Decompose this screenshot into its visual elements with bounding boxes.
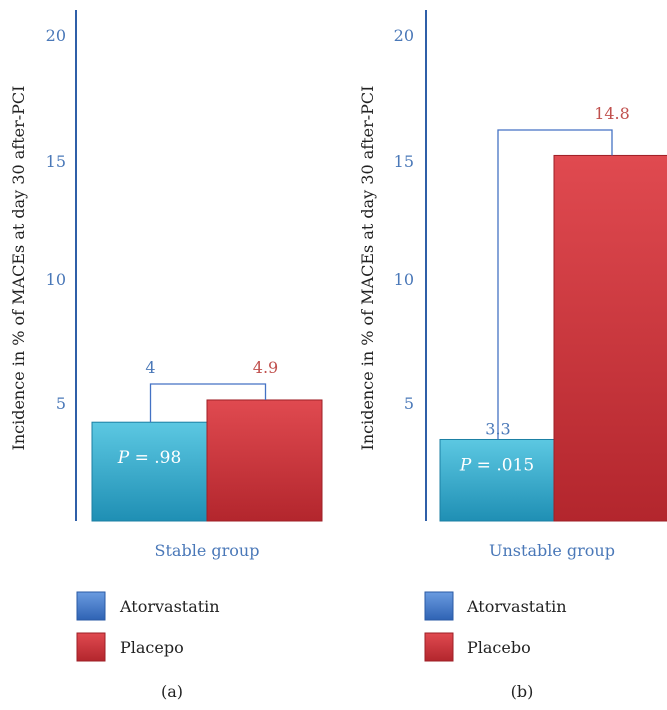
y-tick-label: 10 <box>46 270 66 289</box>
panel-b: 20 15 10 5 Incidence in % of MACEs at da… <box>358 10 667 701</box>
x-category-label: Unstable group <box>489 541 615 560</box>
y-tick-label: 15 <box>394 152 414 171</box>
bar-placebo <box>553 154 667 522</box>
panel-a: 20 15 10 5 Incidence in % of MACEs at da… <box>9 10 323 701</box>
value-label-atorvastatin: 4 <box>145 358 155 377</box>
legend-swatch-atorvastatin <box>424 591 454 621</box>
bar-atorvastatin <box>91 421 208 522</box>
y-tick-label: 10 <box>394 270 414 289</box>
y-tick-label: 20 <box>46 26 66 45</box>
legend-label: Atorvastatin <box>119 597 220 616</box>
x-category-label: Stable group <box>155 541 260 560</box>
value-label-placebo: 4.9 <box>253 358 278 377</box>
legend-swatch-atorvastatin <box>76 591 106 621</box>
legend-swatch-placebo <box>424 632 454 662</box>
y-tick-label: 15 <box>46 152 66 171</box>
value-label-placebo: 14.8 <box>594 104 630 123</box>
y-tick-label: 20 <box>394 26 414 45</box>
legend-swatch-placebo <box>76 632 106 662</box>
panel-label: (a) <box>161 682 183 701</box>
legend-label: Atorvastatin <box>466 597 567 616</box>
comparison-bracket <box>497 129 613 440</box>
y-tick-label: 5 <box>56 394 66 413</box>
value-label-atorvastatin: 3.3 <box>485 419 510 438</box>
legend: Atorvastatin Placepo <box>76 591 220 662</box>
bar-atorvastatin <box>439 438 555 522</box>
y-axis-label: Incidence in % of MACEs at day 30 after-… <box>9 86 28 451</box>
p-value-label: P = .015 <box>459 455 534 475</box>
panel-label: (b) <box>511 682 534 701</box>
legend-label: Placepo <box>120 638 184 657</box>
y-tick-labels: 20 15 10 5 <box>46 26 66 413</box>
legend: Atorvastatin Placebo <box>424 591 567 662</box>
y-tick-label: 5 <box>404 394 414 413</box>
p-value-label: P = .98 <box>117 448 182 468</box>
bar-placebo <box>206 399 323 522</box>
y-axis-label: Incidence in % of MACEs at day 30 after-… <box>358 86 377 451</box>
legend-label: Placebo <box>467 638 531 657</box>
comparison-bracket <box>149 383 267 423</box>
y-tick-labels: 20 15 10 5 <box>394 26 414 413</box>
